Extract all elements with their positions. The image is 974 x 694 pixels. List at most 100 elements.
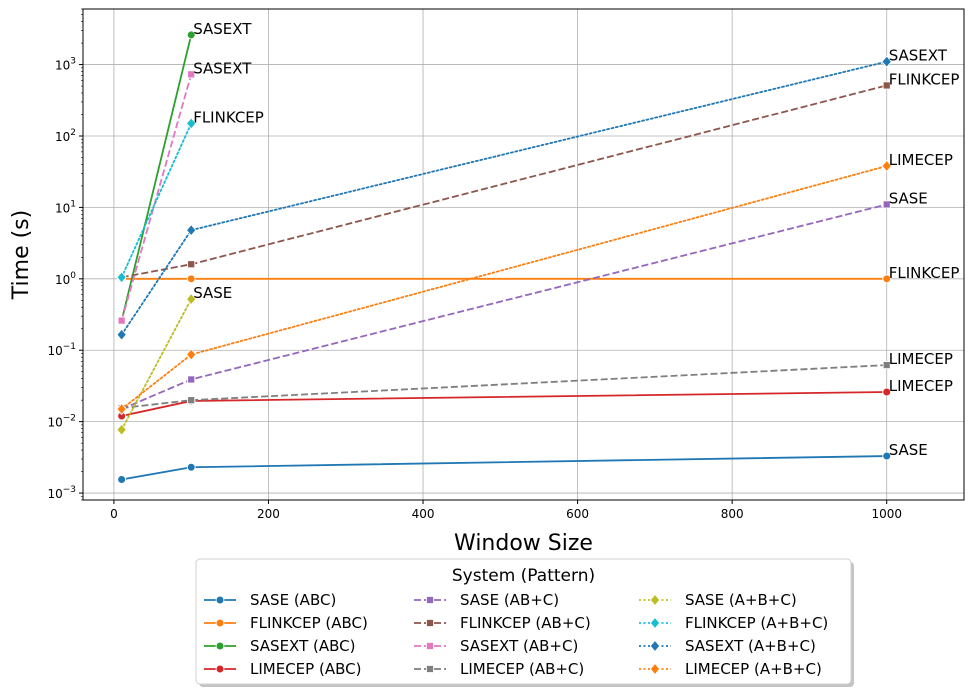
annotation-label: SASE [889, 441, 928, 459]
series-group [117, 70, 196, 325]
legend-swatch-marker [649, 662, 661, 676]
annotation-label: LIMECEP [889, 151, 953, 169]
legend-item: FLINKCEP (AB+C) [414, 614, 591, 632]
legend-label: SASE (AB+C) [460, 591, 559, 609]
series-group [117, 451, 892, 484]
legend-label: FLINKCEP (AB+C) [460, 614, 591, 632]
data-point [185, 292, 197, 306]
legend-item: SASE (A+B+C) [639, 591, 797, 609]
data-point [117, 475, 127, 484]
x-tick-label: 0 [110, 507, 118, 521]
data-point [187, 260, 196, 269]
legend-label: SASEXT (AB+C) [460, 637, 578, 655]
data-point [116, 423, 127, 436]
x-tick-label: 600 [566, 507, 589, 521]
legend-swatch-marker [215, 595, 225, 605]
legend-label: SASE (A+B+C) [685, 591, 797, 609]
y-tick-label: 101 [55, 199, 76, 215]
annotation-label: SASE [193, 284, 232, 302]
data-point [116, 402, 127, 416]
legend: System (Pattern) SASE (ABC) FLINKCEP (ABC)… [195, 558, 854, 687]
y-tick-base: 10 [47, 416, 62, 430]
y-tick-base: 10 [47, 487, 62, 501]
legend-swatch-marker [425, 641, 435, 651]
legend-label: SASE (ABC) [250, 591, 336, 609]
data-point [117, 316, 126, 325]
data-point [882, 451, 892, 461]
x-tick-label: 400 [412, 507, 435, 521]
legend-swatch-marker [425, 664, 435, 674]
y-tick-exponent: 0 [70, 271, 76, 281]
legend-item: SASE (ABC) [204, 591, 336, 609]
data-point [185, 117, 197, 130]
annotation-label: SASEXT [889, 47, 948, 65]
series-group [116, 117, 197, 284]
data-point [185, 223, 197, 237]
plot-frame [82, 8, 965, 501]
axis-layer: 0 200 400 600 800 100010−310−210−110010110210… [47, 8, 902, 521]
data-point [187, 396, 196, 405]
y-tick-base: 10 [55, 59, 70, 73]
series-line [120, 298, 193, 431]
data-point [882, 200, 891, 209]
legend-item: SASEXT (ABC) [204, 637, 355, 655]
x-axis-title: Window Size [454, 531, 593, 556]
data-point [186, 30, 196, 40]
annotation-label: LIMECEP [889, 350, 953, 368]
data-point [882, 274, 892, 284]
y-tick-base: 10 [47, 344, 62, 358]
y-tick-label: 103 [55, 57, 76, 73]
data-point [185, 348, 197, 361]
data-point [116, 271, 127, 284]
data-point [186, 274, 196, 284]
legend-box [195, 558, 852, 685]
legend-swatch-marker [425, 618, 435, 628]
y-tick-exponent: −2 [63, 414, 76, 424]
data-point [187, 375, 196, 384]
legend-label: LIMECEP (A+B+C) [685, 660, 822, 678]
legend-swatch-marker [649, 616, 661, 630]
legend-item: SASEXT (A+B+C) [639, 637, 816, 655]
legend-label: FLINKCEP (A+B+C) [685, 614, 828, 632]
legend-item: LIMECEP (A+B+C) [639, 660, 822, 678]
annotation-label: FLINKCEP [193, 108, 264, 126]
y-tick-label: 10−3 [47, 485, 76, 501]
x-tick-label: 200 [257, 507, 280, 521]
series-group [116, 292, 197, 436]
legend-swatch-marker [649, 593, 661, 607]
data-point [187, 70, 196, 79]
y-tick-base: 10 [55, 201, 70, 215]
y-tick-exponent: −1 [63, 342, 76, 352]
legend-item: SASEXT (AB+C) [414, 637, 578, 655]
legend-label: LIMECEP (ABC) [250, 660, 361, 678]
y-tick-base: 10 [55, 130, 70, 144]
legend-swatch-marker [215, 618, 225, 628]
data-point [882, 361, 891, 370]
y-tick-exponent: 2 [70, 128, 76, 138]
annotation-label: FLINKCEP [889, 70, 960, 88]
y-tick-label: 102 [55, 128, 76, 144]
legend-label: LIMECEP (AB+C) [460, 660, 584, 678]
series-layer [116, 30, 892, 484]
annotation-label: SASE [889, 189, 928, 207]
series-line [120, 74, 193, 321]
y-tick-exponent: 1 [70, 199, 76, 209]
y-axis-title: Time (s) [9, 210, 34, 300]
legend-item: SASE (AB+C) [414, 591, 559, 609]
series-line [120, 34, 193, 321]
y-tick-base: 10 [55, 273, 70, 287]
series-group [116, 159, 892, 416]
annotation-label: LIMECEP [889, 377, 953, 395]
legend-swatch-marker [215, 641, 225, 651]
y-tick-exponent: 3 [70, 57, 76, 67]
data-point [116, 328, 127, 341]
legend-swatch-marker [215, 664, 225, 674]
x-tick-label: 800 [721, 507, 744, 521]
legend-item: LIMECEP (ABC) [204, 660, 361, 678]
y-tick-label: 100 [55, 271, 76, 287]
legend-label: SASEXT (A+B+C) [685, 637, 816, 655]
data-point [186, 462, 196, 472]
legend-title: System (Pattern) [452, 566, 595, 586]
x-tick-label: 1000 [871, 507, 902, 521]
